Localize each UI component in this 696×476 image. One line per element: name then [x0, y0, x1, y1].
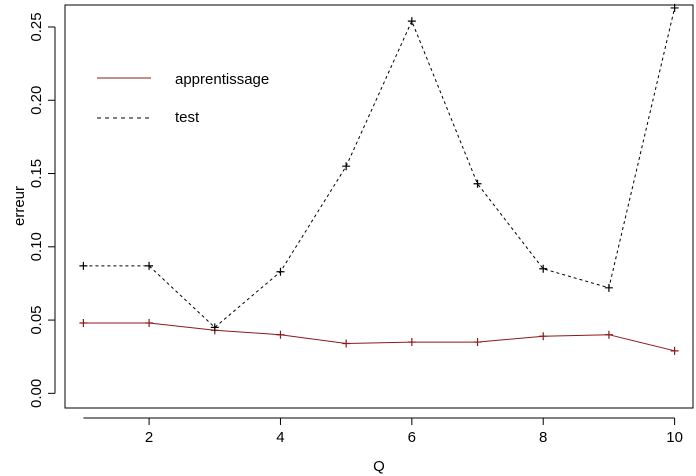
y-tick-label: 0.10	[28, 232, 45, 261]
data-point-test	[145, 261, 154, 270]
data-point-test	[670, 3, 679, 12]
data-point-apprentissage	[79, 319, 88, 328]
data-point-test	[604, 283, 613, 292]
data-point-apprentissage	[539, 332, 548, 341]
data-point-apprentissage	[342, 339, 351, 348]
plot-frame	[64, 4, 694, 409]
y-axis-title: erreur	[11, 186, 28, 226]
x-tick-label: 2	[145, 429, 153, 446]
data-point-test	[210, 323, 219, 332]
series-line-test	[83, 7, 676, 329]
x-tick-label: 4	[276, 429, 284, 446]
legend-label-test: test	[175, 109, 200, 126]
x-tick-label: 6	[408, 429, 416, 446]
y-tick-label: 0.15	[28, 159, 45, 188]
x-tick-label: 8	[539, 429, 547, 446]
legend: apprentissage test	[97, 71, 269, 126]
data-point-test	[79, 261, 88, 270]
data-point-test	[407, 17, 416, 26]
data-point-apprentissage	[276, 330, 285, 339]
x-axis-title: Q	[373, 458, 385, 475]
series-layer	[79, 3, 679, 355]
data-point-test	[342, 162, 351, 171]
x-tick-label: 10	[666, 429, 683, 446]
data-point-apprentissage	[145, 319, 154, 328]
y-tick-label: 0.20	[28, 86, 45, 115]
y-tick-label: 0.25	[28, 12, 45, 41]
series-line-apprentissage	[83, 322, 675, 352]
data-point-apprentissage	[473, 338, 482, 347]
data-point-test	[473, 179, 482, 188]
x-axis: 2 4 6 8 10	[83, 417, 683, 446]
y-tick-label: 0.05	[28, 305, 45, 334]
data-point-apprentissage	[407, 338, 416, 347]
data-point-test	[539, 264, 548, 273]
data-point-apprentissage	[670, 346, 679, 355]
data-point-test	[276, 267, 285, 276]
y-tick-label: 0.00	[28, 379, 45, 408]
y-axis: 0.00 0.05 0.10 0.15 0.20 0.25	[28, 12, 56, 408]
legend-label-apprentissage: apprentissage	[175, 71, 269, 88]
data-point-apprentissage	[604, 330, 613, 339]
